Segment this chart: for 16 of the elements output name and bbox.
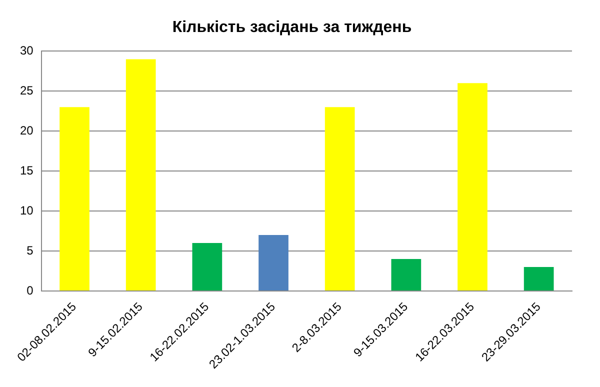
y-tick-label: 10 (20, 203, 34, 218)
y-tick-label: 25 (20, 83, 34, 98)
y-tick-label: 30 (20, 44, 34, 58)
chart-title: Кількість засідань за тиждень (172, 19, 412, 36)
bar (126, 59, 156, 291)
y-tick-label: 15 (20, 163, 34, 178)
bar (192, 243, 222, 291)
bar (258, 235, 288, 291)
bar (458, 83, 488, 291)
bar (60, 107, 90, 291)
y-tick-label: 5 (26, 243, 34, 258)
y-tick-label: 20 (20, 123, 34, 138)
bar (524, 267, 554, 291)
bar (324, 107, 355, 291)
y-tick-label: 0 (26, 283, 34, 298)
bar (391, 259, 422, 291)
